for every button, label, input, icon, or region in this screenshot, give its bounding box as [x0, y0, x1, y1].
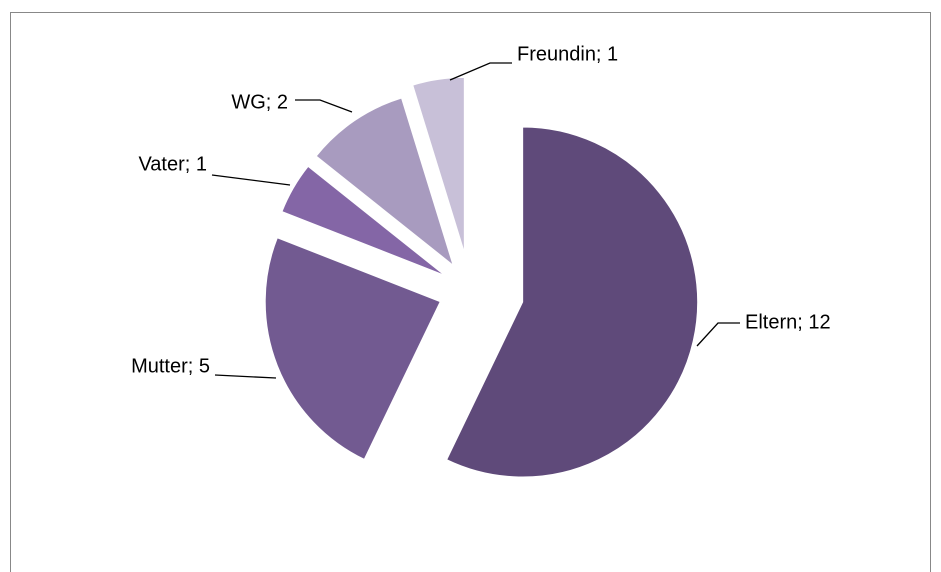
- leader-line: [214, 374, 277, 379]
- pie-slice: [412, 76, 465, 253]
- leader-line: [696, 322, 740, 347]
- data-label: Freundin; 1: [517, 43, 618, 65]
- leader-line: [449, 62, 512, 81]
- chart-frame: [10, 12, 931, 572]
- data-label: Mutter; 5: [131, 355, 210, 377]
- pie-slice: [446, 126, 699, 478]
- pie-slice: [264, 237, 441, 461]
- pie-slice: [315, 97, 455, 267]
- leader-line: [211, 174, 291, 186]
- data-label: Eltern; 12: [745, 311, 831, 333]
- data-label: WG; 2: [231, 91, 288, 113]
- pie-slice: [281, 165, 446, 276]
- leader-line: [295, 99, 353, 113]
- data-label: Vater; 1: [138, 153, 207, 175]
